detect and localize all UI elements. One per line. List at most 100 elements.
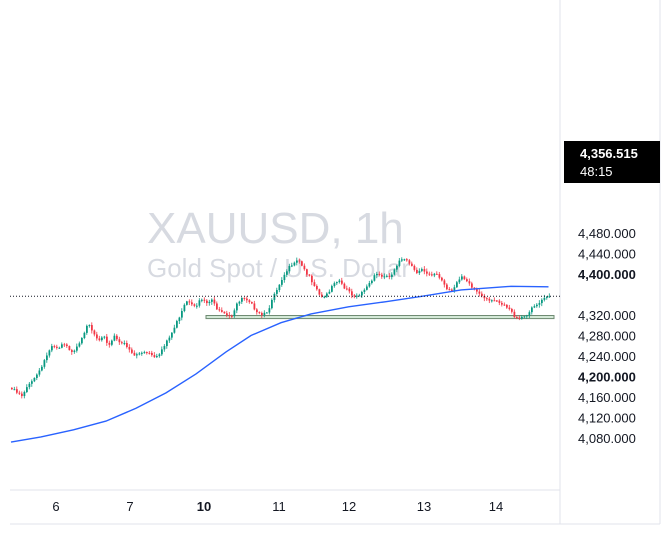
- candle-body: [128, 347, 131, 350]
- candle-body: [246, 298, 248, 301]
- candle-body: [398, 260, 401, 266]
- candle-body: [133, 352, 136, 356]
- support-zone[interactable]: [205, 315, 555, 320]
- candle-body: [83, 332, 86, 338]
- current-price-tag-bg: [564, 141, 660, 183]
- candle-body: [56, 346, 58, 348]
- candle-body: [223, 311, 226, 314]
- candle-body: [331, 286, 333, 292]
- candle-body: [156, 356, 158, 358]
- price-axis[interactable]: 4,480.000 4,440.000 4,400.000 4,320.000 4,28…: [578, 226, 636, 446]
- candle-body: [248, 300, 251, 303]
- candle-body: [116, 335, 118, 340]
- candle-body: [511, 309, 513, 312]
- candle-body: [403, 259, 406, 261]
- candle-body: [321, 294, 323, 297]
- candle-body: [461, 276, 463, 280]
- candle-body: [458, 279, 461, 283]
- candle-body: [141, 352, 143, 354]
- candle-body: [191, 302, 193, 305]
- candle-body: [423, 269, 426, 272]
- candle-body: [106, 336, 108, 343]
- candle-body: [118, 339, 121, 343]
- candle-body: [343, 283, 346, 289]
- candle-body: [366, 286, 368, 290]
- candle-body: [376, 273, 378, 276]
- candle-body: [338, 280, 341, 283]
- countdown-timer: 48:15: [580, 164, 613, 179]
- candle-body: [48, 350, 51, 356]
- candle-body: [541, 299, 543, 304]
- candle-body: [98, 338, 101, 341]
- time-tick-label: 11: [272, 499, 286, 514]
- candle-body: [58, 347, 61, 349]
- candle-body: [148, 352, 151, 354]
- candle-body: [206, 300, 208, 304]
- candle-body: [408, 260, 411, 264]
- candle-body: [201, 299, 203, 301]
- moving-average-line[interactable]: [10, 285, 549, 443]
- candle-body: [166, 340, 168, 347]
- time-tick-label: 12: [342, 499, 356, 514]
- candle-body: [326, 293, 328, 297]
- time-tick-label: 14: [489, 499, 503, 514]
- candle-body: [16, 389, 18, 393]
- candle-body: [111, 340, 113, 345]
- price-tick-label: 4,160.000: [578, 390, 636, 405]
- candle-body: [456, 282, 458, 288]
- candle-body: [298, 260, 301, 262]
- candle-body: [258, 312, 261, 314]
- candle-body: [508, 307, 511, 310]
- candle-body: [513, 311, 516, 318]
- plot-area[interactable]: [10, 257, 560, 443]
- candle-body: [268, 308, 271, 313]
- candle-body: [483, 295, 486, 299]
- candle-body: [163, 346, 166, 350]
- candle-body: [396, 265, 398, 270]
- candle-body: [183, 304, 186, 312]
- candle-body: [373, 275, 376, 281]
- candle-body: [101, 337, 103, 341]
- candle-body: [476, 289, 478, 292]
- candle-body: [123, 342, 126, 344]
- candle-body: [238, 301, 241, 304]
- candle-body: [361, 291, 363, 296]
- candle-body: [158, 354, 161, 357]
- candle-body: [96, 334, 98, 339]
- candle-body: [161, 349, 163, 355]
- time-tick-label: 10: [197, 499, 211, 514]
- candle-body: [78, 343, 81, 347]
- candle-body: [233, 310, 236, 317]
- candle-body: [316, 285, 318, 290]
- candle-body: [336, 282, 338, 284]
- current-price-tag: 4,356.515 48:15: [564, 141, 660, 183]
- candle-body: [428, 273, 431, 275]
- candle-body: [226, 313, 228, 316]
- candle-body: [406, 259, 408, 261]
- candle-body: [341, 280, 343, 284]
- candle-body: [71, 350, 73, 352]
- candle-body: [196, 305, 198, 307]
- candle-body: [526, 315, 528, 317]
- candle-body: [371, 280, 373, 284]
- price-tick-label: 4,120.000: [578, 411, 636, 426]
- time-axis[interactable]: 6 7 10 11 12 13 14: [52, 499, 503, 514]
- candle-body: [433, 273, 436, 276]
- current-price-label: 4,356.515: [580, 146, 638, 161]
- candle-body: [308, 274, 311, 276]
- candle-body: [313, 282, 316, 286]
- watermark: XAUUSD, 1h Gold Spot / U.S. Dollar: [147, 204, 410, 283]
- candle-body: [51, 346, 53, 351]
- candle-body: [281, 280, 283, 285]
- candle-body: [291, 265, 293, 267]
- candle-body: [38, 370, 41, 375]
- candle-body: [208, 301, 211, 304]
- candle-body: [548, 296, 551, 298]
- candle-body: [213, 299, 216, 304]
- candle-body: [306, 269, 308, 275]
- candle-body: [468, 281, 471, 284]
- candle-body: [506, 304, 508, 308]
- candle-body: [493, 300, 496, 302]
- candle-body: [46, 355, 48, 361]
